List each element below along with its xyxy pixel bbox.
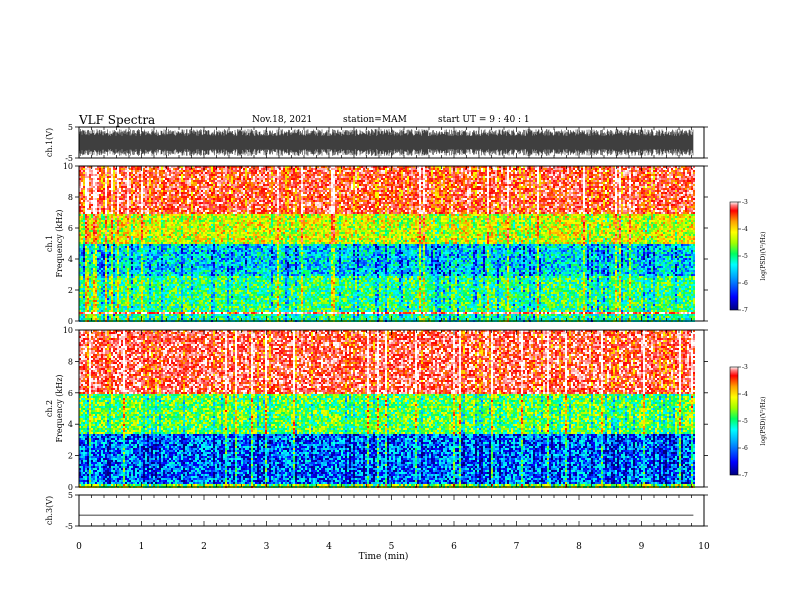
colorbar-ch2-tick-label: -4 (742, 391, 748, 398)
ch1-spectrogram-panel: 0 2 4 6 8 10 ch.1 Frequency (kHz) (45, 162, 708, 326)
ch1-waveform-trace (79, 129, 693, 156)
x-tick-label: 6 (451, 542, 457, 552)
ch1-spectrogram-cells (79, 166, 695, 322)
colorbar-ch1-bar (730, 202, 738, 310)
x-tick-label: 4 (326, 542, 332, 552)
x-tick-label: 9 (639, 542, 645, 552)
colorbar-ch2-tick-label: -5 (742, 418, 748, 425)
y-tick-label: 6 (68, 389, 73, 398)
y-tick-label: 8 (68, 357, 73, 366)
x-tick-label: 3 (264, 542, 270, 552)
colorbar-ch2-label: log(PSD)(V²/Hz) (760, 397, 767, 446)
y-tick-label: -5 (65, 522, 73, 531)
y-axis-label: Frequency (kHz) (55, 374, 64, 442)
colorbar-ch2: -3 -4 -5 -6 -7 log(PSD)(V²/Hz) (730, 364, 767, 479)
x-tick-label: 2 (201, 542, 207, 552)
x-tick-label: 7 (514, 542, 520, 552)
y-axis-label: Frequency (kHz) (55, 209, 64, 277)
ch1-waveform-panel: 5-5ch.1(V) (45, 123, 708, 163)
x-tick-label: 8 (576, 542, 582, 552)
colorbar-ch1-tick-label: -6 (742, 280, 748, 287)
ch1-waveform-line (79, 129, 693, 156)
y-tick-label: 10 (63, 162, 73, 171)
y-tick-label: 0 (68, 317, 73, 326)
y-tick-label: 2 (68, 452, 73, 461)
colorbar-ch1-tick-label: -3 (742, 199, 748, 206)
x-axis-label: Time (min) (359, 551, 409, 562)
y-tick-label: 8 (68, 193, 73, 202)
y-tick-label: 10 (63, 326, 73, 335)
colorbar-ch1-label: log(PSD)(V²/Hz) (760, 232, 767, 281)
y-tick-label: 5 (68, 123, 73, 132)
x-tick-label: 1 (139, 542, 145, 552)
time-axis: 0 1 2 3 4 5 6 7 8 9 10 Time (min) (76, 542, 710, 562)
ch2-spectrogram-cells (79, 330, 695, 488)
x-tick-label: 10 (698, 542, 710, 552)
x-tick-label: 5 (389, 542, 395, 552)
colorbar-ch2-tick-label: -6 (742, 445, 748, 452)
ch3-waveform-panel: 5 -5 ch.3(V) (45, 491, 708, 531)
y-tick-label: 2 (68, 286, 73, 295)
y-axis-label: ch.1 (45, 235, 54, 252)
colorbar-ch1: -3 -4 -5 -6 -7 log(PSD)(V²/Hz) (730, 199, 767, 314)
y-axis-label: ch.1(V) (45, 128, 54, 157)
colorbar-ch1-tick-label: -5 (742, 253, 748, 260)
y-tick-label: 4 (68, 420, 73, 429)
colorbar-ch1-tick-label: -4 (742, 226, 748, 233)
y-axis-label: ch.3(V) (45, 496, 54, 525)
colorbar-ch1-tick-label: -7 (742, 307, 748, 314)
y-tick-label: 5 (68, 491, 73, 500)
colorbar-ch2-bar (730, 367, 738, 475)
x-tick-label: 0 (76, 542, 82, 552)
y-tick-label: 6 (68, 224, 73, 233)
colorbar-ch2-tick-label: -3 (742, 364, 748, 371)
colorbar-ch2-tick-label: -7 (742, 472, 748, 479)
y-tick-label: 4 (68, 255, 73, 264)
y-axis-label: ch.2 (45, 400, 54, 417)
